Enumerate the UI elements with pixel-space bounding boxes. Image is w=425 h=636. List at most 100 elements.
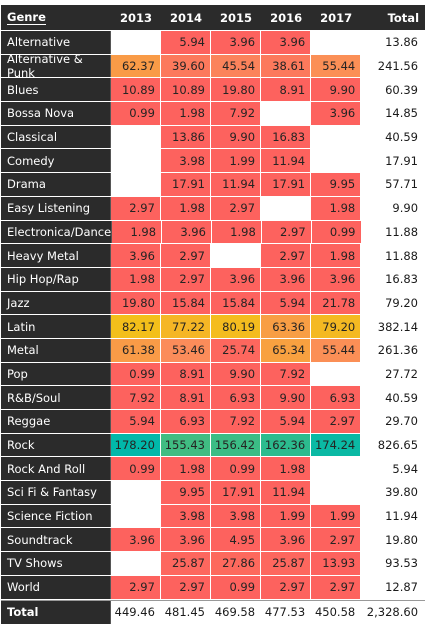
genre-label[interactable]: Reggae	[1, 410, 111, 433]
value-cell: 0.99	[110, 362, 161, 386]
value-cell: 174.24	[311, 433, 362, 457]
genre-label[interactable]: Latin	[1, 315, 111, 338]
value-cell	[261, 102, 312, 125]
genre-label[interactable]: Alternative & Punk	[1, 52, 111, 80]
matrix-row: Soundtrack 3.96 3.96 4.95 3.96 2.97 19.80	[1, 528, 425, 553]
grand-total-cell: 2,328.60	[361, 600, 425, 624]
value-cell: 15.84	[160, 291, 211, 315]
value-cell: 27.86	[210, 552, 262, 575]
genre-label[interactable]: Heavy Metal	[1, 244, 111, 267]
value-cell: 1.98	[112, 220, 163, 244]
genre-label[interactable]: Easy Listening	[1, 196, 111, 220]
genre-label[interactable]: TV Shows	[1, 552, 111, 575]
total-column-header[interactable]: Total	[361, 5, 425, 30]
value-cell: 25.87	[261, 552, 312, 575]
value-cell: 3.96	[110, 528, 161, 552]
year-column-header[interactable]: 2013	[110, 5, 162, 30]
year-column-header[interactable]: 2015	[211, 5, 262, 30]
value-cell: 65.34	[261, 338, 312, 362]
value-cell: 2.97	[210, 196, 262, 220]
value-cell: 17.91	[160, 173, 211, 196]
genre-label[interactable]: Soundtrack	[1, 528, 111, 552]
value-cell: 1.98	[211, 220, 262, 244]
matrix-row: Heavy Metal 3.96 2.97 2.97 1.98 11.88	[1, 244, 425, 268]
row-total-cell: 27.72	[361, 362, 425, 386]
value-cell: 21.78	[311, 291, 362, 315]
value-cell: 13.86	[160, 125, 211, 149]
value-cell: 1.99	[261, 504, 312, 528]
value-cell	[110, 481, 161, 504]
row-total-cell: 93.53	[361, 552, 425, 575]
value-cell: 62.37	[110, 54, 161, 78]
genre-year-matrix: Genre 2013 2014 2015 2016 2017 Total Alt…	[1, 5, 425, 625]
genre-label[interactable]: Rock And Roll	[1, 457, 111, 481]
value-cell: 11.94	[261, 149, 312, 173]
value-cell: 13.93	[311, 552, 362, 575]
matrix-row: Reggae 5.94 6.93 7.92 5.94 2.97 29.70	[1, 410, 425, 434]
value-cell: 9.90	[261, 386, 312, 409]
row-total-cell: 14.85	[361, 102, 425, 125]
value-cell: 0.99	[110, 457, 161, 481]
row-total-cell: 9.90	[361, 196, 425, 220]
matrix-row: Electronica/Dance 1.98 3.96 1.98 2.97 0.99 11.…	[1, 220, 425, 245]
genre-label[interactable]: Bossa Nova	[1, 102, 111, 125]
value-cell: 2.97	[261, 575, 312, 599]
value-cell: 3.96	[110, 244, 161, 267]
matrix-row: Alternative & Punk 62.37 39.60 45.54 38.61 55…	[1, 52, 425, 80]
value-cell: 1.99	[210, 149, 262, 173]
genre-label[interactable]: Rock	[1, 433, 111, 457]
year-column-header[interactable]: 2016	[261, 5, 312, 30]
genre-label[interactable]: Alternative	[1, 31, 111, 54]
value-cell: 5.94	[160, 31, 211, 54]
row-total-cell: 40.59	[361, 386, 425, 409]
genre-label[interactable]: Pop	[1, 362, 111, 386]
value-cell: 9.90	[210, 125, 262, 149]
year-column-header[interactable]: 2014	[161, 5, 212, 30]
genre-column-header[interactable]: Genre	[1, 5, 111, 30]
value-cell: 1.98	[160, 457, 211, 481]
value-cell: 63.36	[261, 315, 312, 338]
value-cell: 2.97	[160, 575, 211, 599]
value-cell: 16.83	[261, 125, 312, 149]
genre-label[interactable]: Science Fiction	[1, 504, 111, 528]
row-total-cell: 40.59	[361, 125, 425, 149]
value-cell: 9.90	[210, 362, 262, 386]
value-cell: 3.96	[160, 528, 211, 552]
row-total-cell: 241.56	[361, 54, 425, 78]
value-cell: 2.97	[261, 220, 312, 244]
genre-label[interactable]: Classical	[1, 125, 111, 149]
row-total-cell: 5.94	[361, 457, 425, 481]
matrix-row: Hip Hop/Rap 1.98 2.97 3.96 3.96 3.96 16.83	[1, 267, 425, 292]
matrix-row: R&B/Soul 7.92 8.91 6.93 9.90 6.93 40.59	[1, 386, 425, 410]
value-cell: 3.96	[261, 528, 312, 552]
genre-label[interactable]: Comedy	[1, 149, 111, 173]
value-cell: 3.96	[162, 220, 212, 244]
matrix-row: TV Shows 25.87 27.86 25.87 13.93 93.53	[1, 552, 425, 576]
value-cell: 162.36	[261, 433, 312, 457]
value-cell: 55.44	[311, 54, 362, 78]
value-cell: 79.20	[311, 315, 362, 338]
value-cell: 2.97	[311, 410, 362, 433]
genre-label[interactable]: Jazz	[1, 291, 111, 315]
value-cell	[110, 31, 161, 54]
genre-label[interactable]: Electronica/Dance	[1, 220, 113, 244]
value-cell	[110, 504, 161, 528]
value-cell: 2.97	[110, 196, 161, 220]
genre-label[interactable]: Drama	[1, 173, 111, 196]
value-cell: 2.97	[110, 575, 161, 599]
value-cell: 11.94	[261, 481, 312, 504]
value-cell: 3.96	[210, 31, 262, 54]
genre-label[interactable]: Sci Fi & Fantasy	[1, 481, 111, 504]
value-cell	[110, 552, 161, 575]
value-cell: 1.98	[261, 457, 312, 481]
value-cell: 38.61	[261, 54, 312, 78]
value-cell	[311, 481, 362, 504]
genre-label[interactable]: Metal	[1, 338, 111, 362]
year-column-header[interactable]: 2017	[311, 5, 362, 30]
genre-label[interactable]: World	[1, 575, 111, 599]
genre-label[interactable]: Blues	[1, 78, 111, 102]
genre-label[interactable]: R&B/Soul	[1, 386, 111, 409]
matrix-row: Blues 10.89 10.89 19.80 8.91 9.90 60.39	[1, 78, 425, 103]
genre-label[interactable]: Hip Hop/Rap	[1, 267, 111, 291]
matrix-row: Comedy 3.98 1.99 11.94 17.91	[1, 149, 425, 174]
